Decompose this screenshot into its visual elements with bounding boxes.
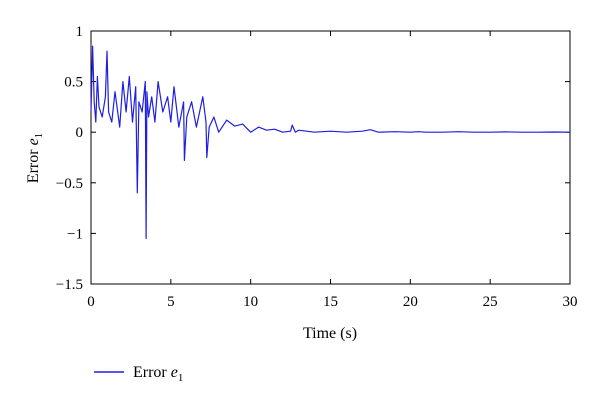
legend-entry-text: Error	[133, 364, 171, 381]
x-tick-label: 5	[167, 294, 175, 310]
x-tick-label: 25	[483, 294, 498, 310]
y-axis-title: Error e1	[25, 133, 45, 183]
y-axis-title-var: e	[25, 138, 42, 145]
legend-entry-sub: 1	[178, 372, 184, 384]
y-tick-label: −0.5	[56, 176, 83, 192]
x-tick-label: 0	[87, 294, 95, 310]
x-tick-label: 15	[323, 294, 338, 310]
x-tick-label: 20	[403, 294, 418, 310]
x-tick-label: 10	[243, 294, 258, 310]
legend-entry: Error e1	[133, 364, 183, 384]
series-layer	[90, 45, 571, 240]
series-line-error-e1	[90, 45, 571, 240]
y-tick-label: −1.5	[56, 277, 83, 293]
legend: Error e1	[94, 364, 183, 384]
plot-frame	[90, 30, 571, 285]
x-ticks: 0 5 10 15 20 25 30	[87, 31, 578, 310]
legend-entry-var: e	[171, 364, 178, 381]
y-axis-title-sub: 1	[33, 133, 45, 139]
y-tick-label: 0.5	[64, 75, 83, 91]
y-ticks: 1 0.5 0 −0.5 −1 −1.5	[56, 24, 570, 293]
y-axis-title-text: Error	[25, 145, 42, 183]
y-tick-label: −1	[67, 226, 83, 242]
x-tick-label: 30	[563, 294, 578, 310]
x-axis-title: Time (s)	[303, 325, 357, 342]
y-tick-label: 0	[76, 125, 84, 141]
y-tick-label: 1	[76, 24, 84, 40]
